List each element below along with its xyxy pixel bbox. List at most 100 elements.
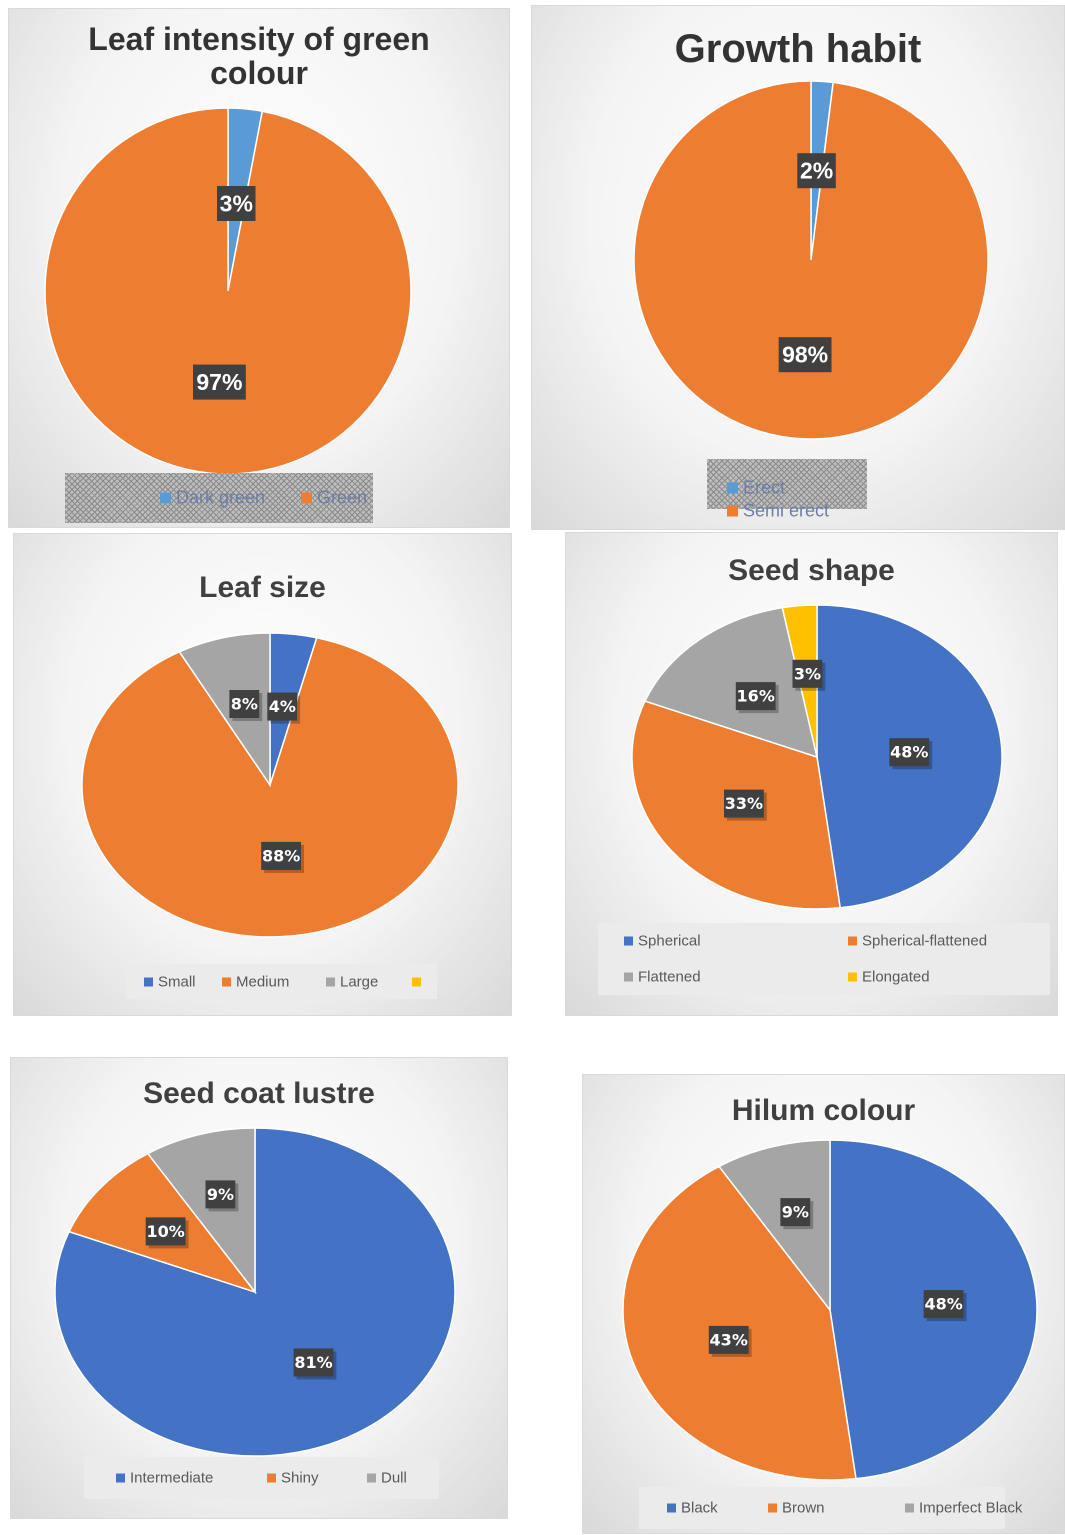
chart-panel-leaf-intensity-of-green-colour: Leaf intensity of green colour 3% 97% Dark g… [8,8,510,528]
legend-swatch [768,1503,777,1513]
data-label: 48% [923,1290,967,1322]
legend-item-brown: Brown [768,1500,825,1517]
legend-swatch [727,482,738,494]
legend-item-spherical: Spherical [624,933,701,950]
data-label-box [267,692,298,721]
data-label: 16% [735,682,779,714]
pie-slice-brown [622,1165,857,1481]
legend-label: Brown [782,1499,825,1517]
pie-chart: 48% 43% 9% [622,1139,1038,1481]
data-label: 8% [229,690,263,721]
legend-item-elongated: Elongated [848,969,930,986]
data-label-text: 3% [220,191,253,217]
chart-title: Seed shape [566,555,1057,587]
legend-swatch [222,977,231,986]
legend-label: Dark green [176,487,266,508]
legend-item-semi-erect: Semi erect [727,501,829,522]
legend-swatch [160,492,171,504]
data-label-text: 16% [737,687,775,706]
chart-legend: Black Brown Imperfect Black [639,1487,1022,1529]
pie-slice-flattened [643,606,819,759]
chart-title: Leaf size [14,572,511,604]
data-label-text: 10% [146,1222,184,1241]
legend-item-small: Small [144,973,196,990]
chart-title: Seed coat lustre [11,1078,507,1110]
legend-swatch [301,492,312,504]
data-label-text: 43% [710,1330,748,1349]
chart-title: Growth habit [532,28,1064,70]
legend-swatch [412,977,421,986]
legend-item-black: Black [667,1500,718,1517]
legend-item-erect: Erect [727,478,785,499]
legend-label: Large [340,973,379,990]
chart-panel-seed-coat-lustre: Seed coat lustre 81% 10% 9% Intermediate Shin… [10,1057,508,1519]
data-label-box [797,153,836,189]
legend-item-green: Green [301,488,367,509]
legend-swatch [267,1473,276,1483]
legend-label: Flattened [638,968,701,986]
data-label-box [708,1325,749,1354]
legend-swatch [326,977,335,986]
data-label-text: 2% [800,158,833,184]
chart-panel-hilum-colour: Hilum colour 48% 43% 9% Black Brown Imperfect … [582,1074,1065,1534]
data-label: 9% [205,1180,239,1212]
data-label: 3% [792,659,826,691]
data-label-text: 4% [269,697,296,716]
legend-item-spherical-flattened: Spherical-flattened [848,933,987,950]
data-label-box [724,789,764,818]
chart-title: Hilum colour [583,1095,1064,1127]
legend-swatch [848,972,857,982]
pie-slice-medium [81,636,459,938]
data-label-box [193,364,246,400]
data-label-box [923,1290,964,1319]
pie-slice-green [44,107,412,475]
data-label: 81% [293,1348,337,1380]
pie-chart: 2% 98% [633,80,989,440]
data-label: 3% [217,186,256,221]
legend-label: Black [681,1499,718,1517]
pie-chart: 81% 10% 9% [54,1127,456,1457]
data-label-text: 9% [782,1203,809,1222]
legend-label: Green [317,487,368,508]
data-label-box [293,1348,334,1377]
legend-item-blank [412,977,426,986]
legend-label: Spherical [638,932,701,950]
legend-label: Spherical-flattened [862,932,988,950]
legend-label: Dull [381,1469,407,1487]
data-label-box [889,738,930,767]
legend-label: Shiny [281,1469,319,1487]
chart-legend: Spherical Spherical-flattened Flattened Elo… [598,923,1050,995]
legend-label: Imperfect Black [919,1499,1023,1517]
data-label: 2% [797,153,836,189]
chart-title-line: Seed shape [728,554,895,587]
data-label: 33% [724,789,767,821]
data-label-text: 97% [196,369,242,395]
legend-swatch [667,1503,676,1513]
data-label: 88% [261,841,304,873]
chart-title-line: Leaf intensity of green [88,21,430,57]
pie-slice-large [178,632,271,788]
data-label-text: 98% [782,342,828,368]
legend-item-dark-green: Dark green [160,488,265,509]
pie-chart: 3% 97% [44,107,412,475]
legend-item-medium: Medium [222,973,289,990]
legend-item-flattened: Flattened [624,969,701,986]
data-label-box [778,337,832,373]
pie-slice-imperfect-black [717,1139,831,1313]
legend-swatch [848,936,857,946]
data-label-box [735,682,776,711]
data-label-box [229,690,260,718]
pie-chart: 48% 33% 16% 3% [631,604,1003,910]
legend-swatch [905,1503,914,1513]
data-label-text: 33% [725,794,763,813]
pie-slice-semi-erect [633,80,989,440]
data-label-text: 81% [294,1353,332,1372]
data-label-box [792,659,823,688]
data-label: 97% [193,364,246,400]
legend-swatch [624,936,633,946]
legend-swatch [727,505,738,517]
legend-label: Intermediate [130,1469,214,1487]
data-label-text: 3% [794,664,821,683]
data-label-box [145,1217,186,1246]
data-label: 43% [708,1325,752,1357]
